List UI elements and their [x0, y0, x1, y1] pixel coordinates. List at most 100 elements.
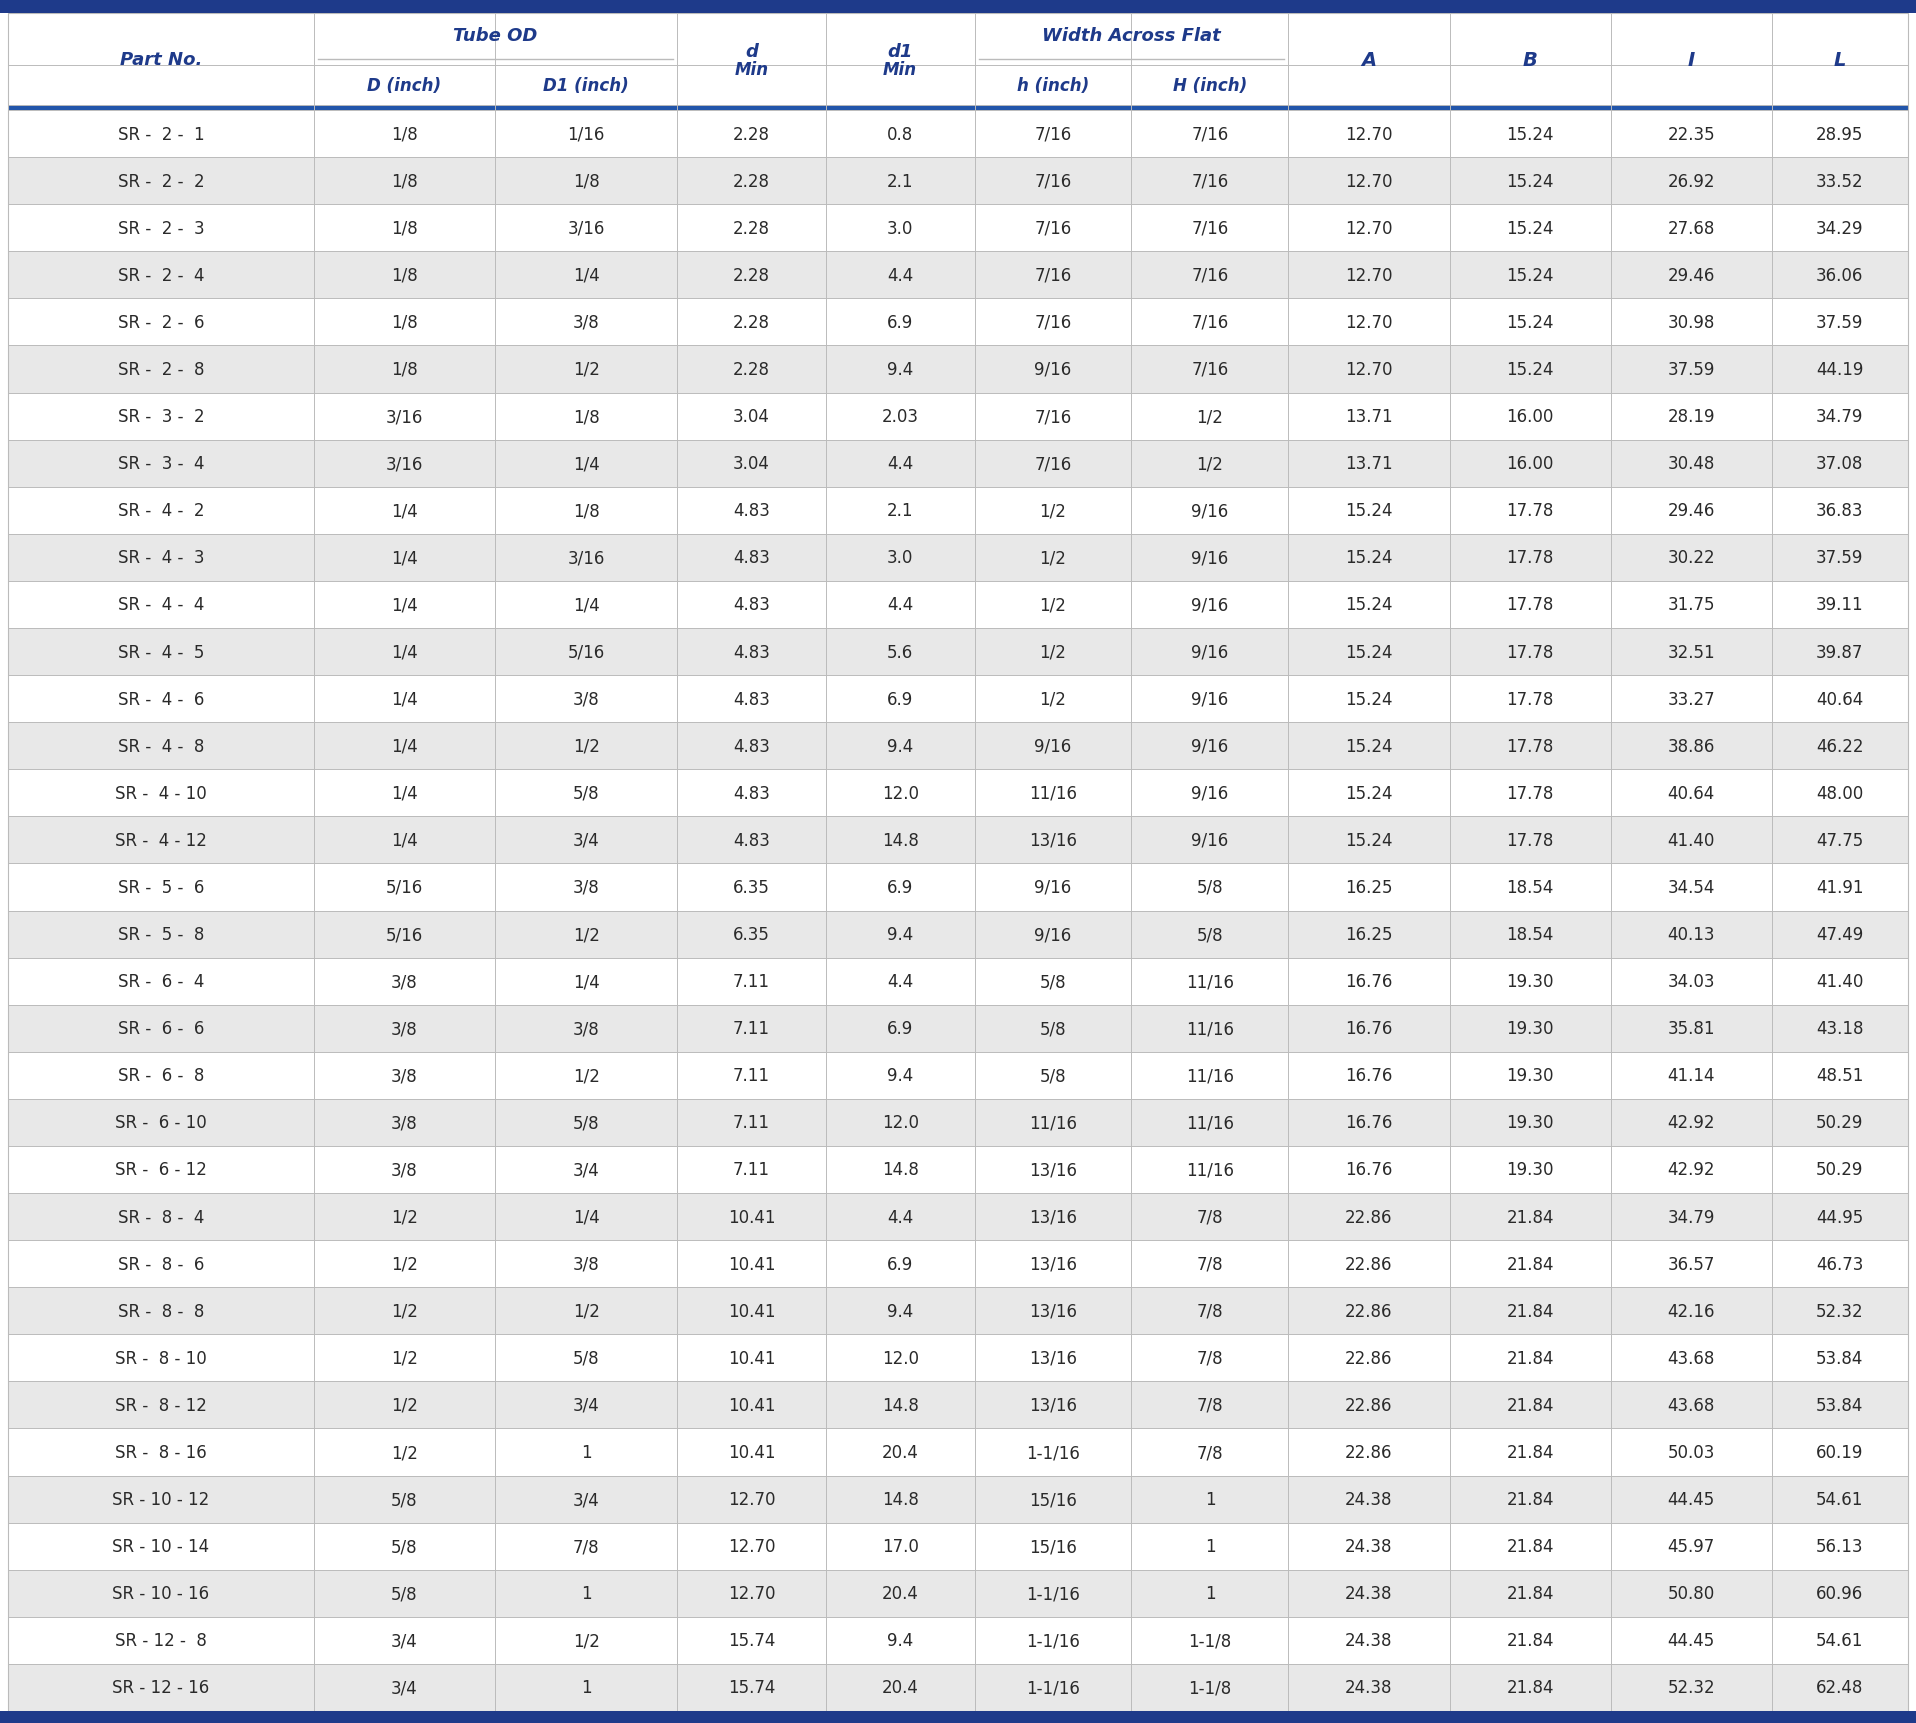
Text: h (inch): h (inch) — [1017, 78, 1088, 95]
Text: 9/16: 9/16 — [1035, 925, 1071, 944]
Text: 34.79: 34.79 — [1816, 408, 1864, 426]
Text: 1-1/16: 1-1/16 — [1027, 1444, 1081, 1461]
Bar — [8, 629, 1908, 675]
Text: 50.29: 50.29 — [1816, 1113, 1864, 1132]
Text: 22.86: 22.86 — [1345, 1208, 1393, 1225]
Text: 7/16: 7/16 — [1035, 408, 1071, 426]
Text: 40.64: 40.64 — [1667, 784, 1715, 803]
Text: 37.08: 37.08 — [1816, 455, 1864, 472]
Text: 9/16: 9/16 — [1192, 737, 1228, 755]
Text: 4.83: 4.83 — [734, 832, 770, 849]
Text: d1: d1 — [887, 43, 912, 60]
Text: 0.8: 0.8 — [887, 126, 914, 143]
Text: 6.9: 6.9 — [887, 879, 914, 896]
Text: 7/16: 7/16 — [1035, 267, 1071, 284]
Text: 47.49: 47.49 — [1816, 925, 1864, 944]
Text: 1/2: 1/2 — [1040, 501, 1067, 520]
Text: 3/8: 3/8 — [573, 1020, 600, 1037]
Text: 7/8: 7/8 — [1198, 1396, 1222, 1415]
Text: 9/16: 9/16 — [1192, 550, 1228, 567]
Text: 3/16: 3/16 — [567, 219, 605, 238]
Text: 11/16: 11/16 — [1186, 1020, 1234, 1037]
Text: 34.29: 34.29 — [1816, 219, 1864, 238]
Text: 9/16: 9/16 — [1192, 501, 1228, 520]
Text: 4.83: 4.83 — [734, 784, 770, 803]
Text: 50.80: 50.80 — [1667, 1585, 1715, 1602]
Text: 10.41: 10.41 — [728, 1349, 776, 1366]
Text: 19.30: 19.30 — [1506, 1113, 1554, 1132]
Text: 2.28: 2.28 — [734, 172, 770, 191]
Text: 2.28: 2.28 — [734, 314, 770, 333]
Text: 4.83: 4.83 — [734, 550, 770, 567]
Text: 37.59: 37.59 — [1816, 314, 1864, 333]
Text: 16.76: 16.76 — [1345, 1020, 1393, 1037]
Text: 11/16: 11/16 — [1186, 972, 1234, 991]
Text: 1/4: 1/4 — [573, 1208, 600, 1225]
Text: 7.11: 7.11 — [734, 1113, 770, 1132]
Bar — [8, 1664, 1908, 1711]
Text: 12.70: 12.70 — [1345, 314, 1393, 333]
Text: 11/16: 11/16 — [1186, 1067, 1234, 1085]
Text: 7/8: 7/8 — [1198, 1208, 1222, 1225]
Text: SR -  4 -  4: SR - 4 - 4 — [117, 596, 203, 613]
Text: SR - 10 - 16: SR - 10 - 16 — [113, 1585, 209, 1602]
Text: 12.70: 12.70 — [1345, 360, 1393, 379]
Text: 12.0: 12.0 — [881, 1349, 918, 1366]
Bar — [8, 1616, 1908, 1664]
Text: 41.14: 41.14 — [1667, 1067, 1715, 1085]
Text: 39.11: 39.11 — [1816, 596, 1864, 613]
Text: 5/8: 5/8 — [1040, 972, 1067, 991]
Text: 1/2: 1/2 — [573, 737, 600, 755]
Text: 1/4: 1/4 — [573, 455, 600, 472]
Text: SR -  5 -  8: SR - 5 - 8 — [117, 925, 203, 944]
Text: 21.84: 21.84 — [1506, 1490, 1554, 1508]
Text: Tube OD: Tube OD — [454, 28, 538, 45]
Text: 1: 1 — [1205, 1490, 1215, 1508]
Text: 4.83: 4.83 — [734, 643, 770, 662]
Text: 7.11: 7.11 — [734, 1020, 770, 1037]
Text: 1/4: 1/4 — [391, 550, 418, 567]
Bar — [8, 300, 1908, 346]
Text: 43.68: 43.68 — [1667, 1396, 1715, 1415]
Text: 37.59: 37.59 — [1816, 550, 1864, 567]
Text: 3/8: 3/8 — [573, 691, 600, 708]
Text: 1: 1 — [581, 1678, 592, 1697]
Text: SR -  8 - 16: SR - 8 - 16 — [115, 1444, 207, 1461]
Text: 3/8: 3/8 — [573, 879, 600, 896]
Text: SR -  4 -  3: SR - 4 - 3 — [117, 550, 205, 567]
Text: 44.95: 44.95 — [1816, 1208, 1864, 1225]
Text: 7/8: 7/8 — [1198, 1254, 1222, 1273]
Text: SR -  5 -  6: SR - 5 - 6 — [117, 879, 203, 896]
Text: 1-1/16: 1-1/16 — [1027, 1585, 1081, 1602]
Text: SR -  4 -  8: SR - 4 - 8 — [117, 737, 203, 755]
Text: SR -  8 -  6: SR - 8 - 6 — [117, 1254, 203, 1273]
Text: 13/16: 13/16 — [1029, 1349, 1077, 1366]
Text: 1/8: 1/8 — [573, 408, 600, 426]
Text: 14.8: 14.8 — [881, 832, 918, 849]
Text: SR -  6 - 12: SR - 6 - 12 — [115, 1161, 207, 1179]
Text: 13/16: 13/16 — [1029, 1254, 1077, 1273]
Text: 3/16: 3/16 — [567, 550, 605, 567]
Text: 44.45: 44.45 — [1667, 1490, 1715, 1508]
Text: 2.03: 2.03 — [881, 408, 918, 426]
Text: 36.57: 36.57 — [1667, 1254, 1715, 1273]
Bar — [8, 1428, 1908, 1475]
Text: 44.19: 44.19 — [1816, 360, 1864, 379]
Text: 5.6: 5.6 — [887, 643, 914, 662]
Text: 4.83: 4.83 — [734, 596, 770, 613]
Text: 3/8: 3/8 — [573, 1254, 600, 1273]
Text: B: B — [1523, 50, 1537, 69]
Text: 17.78: 17.78 — [1506, 550, 1554, 567]
Text: 21.84: 21.84 — [1506, 1678, 1554, 1697]
Text: 1/2: 1/2 — [391, 1349, 418, 1366]
Text: 1-1/16: 1-1/16 — [1027, 1632, 1081, 1649]
Text: 37.59: 37.59 — [1667, 360, 1715, 379]
Bar — [8, 1287, 1908, 1335]
Text: 36.83: 36.83 — [1816, 501, 1864, 520]
Text: SR - 12 - 16: SR - 12 - 16 — [113, 1678, 209, 1697]
Text: 4.83: 4.83 — [734, 737, 770, 755]
Bar — [0, 0, 1916, 14]
Bar — [8, 1523, 1908, 1570]
Text: 7/16: 7/16 — [1035, 455, 1071, 472]
Text: H (inch): H (inch) — [1173, 78, 1247, 95]
